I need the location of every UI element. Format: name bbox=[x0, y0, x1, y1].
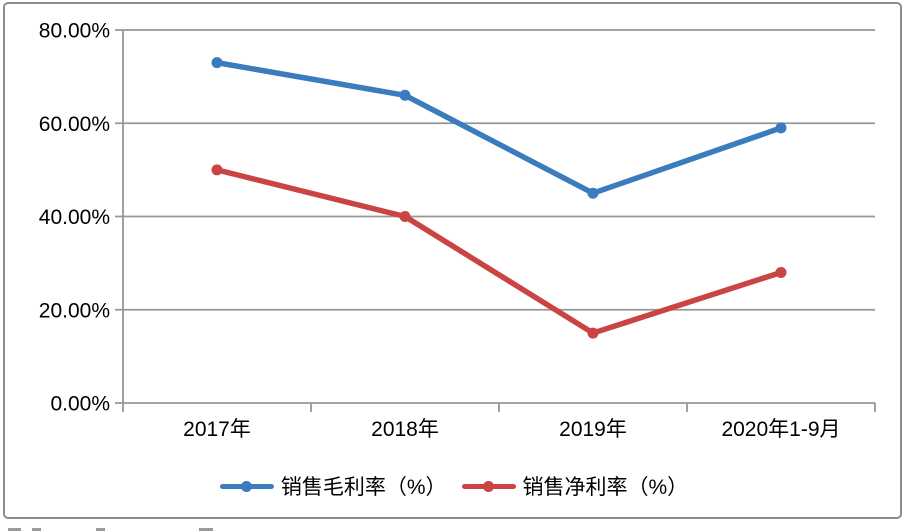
series-line-0 bbox=[214, 59, 784, 196]
data-point bbox=[399, 211, 411, 222]
x-tick-label: 2020年1-9月 bbox=[721, 418, 840, 441]
legend-label-net-margin: 销售净利率（%） bbox=[522, 476, 689, 499]
legend-item-net-margin: 销售净利率（%） bbox=[461, 471, 689, 501]
legend-dot-swatch bbox=[240, 480, 252, 492]
y-tick-label: 40.00% bbox=[39, 206, 110, 229]
legend-line-marker-icon bbox=[461, 480, 516, 492]
chart-legend: 销售毛利率（%） 销售净利率（%） bbox=[0, 471, 908, 501]
y-tick-label: 0.00% bbox=[50, 393, 110, 416]
y-tick-label: 80.00% bbox=[39, 20, 110, 43]
chart-frame bbox=[3, 2, 902, 519]
legend-line-marker-icon bbox=[219, 480, 274, 492]
x-tick-label: 2017年 bbox=[183, 418, 251, 441]
data-point bbox=[211, 57, 223, 69]
data-point bbox=[211, 164, 223, 176]
data-point bbox=[775, 122, 787, 134]
data-point bbox=[587, 187, 599, 199]
series-line-1 bbox=[214, 167, 784, 336]
x-tick-label: 2019年 bbox=[559, 418, 627, 441]
legend-dot-swatch bbox=[482, 480, 494, 492]
data-point bbox=[399, 89, 411, 101]
y-tick-label: 60.00% bbox=[39, 113, 110, 136]
x-tick-label: 2018年 bbox=[371, 418, 439, 441]
y-tick-label: 20.00% bbox=[39, 299, 110, 322]
data-point bbox=[587, 327, 599, 339]
data-point bbox=[775, 266, 787, 278]
legend-label-gross-margin: 销售毛利率（%） bbox=[280, 476, 447, 499]
legend-item-gross-margin: 销售毛利率（%） bbox=[219, 471, 447, 501]
